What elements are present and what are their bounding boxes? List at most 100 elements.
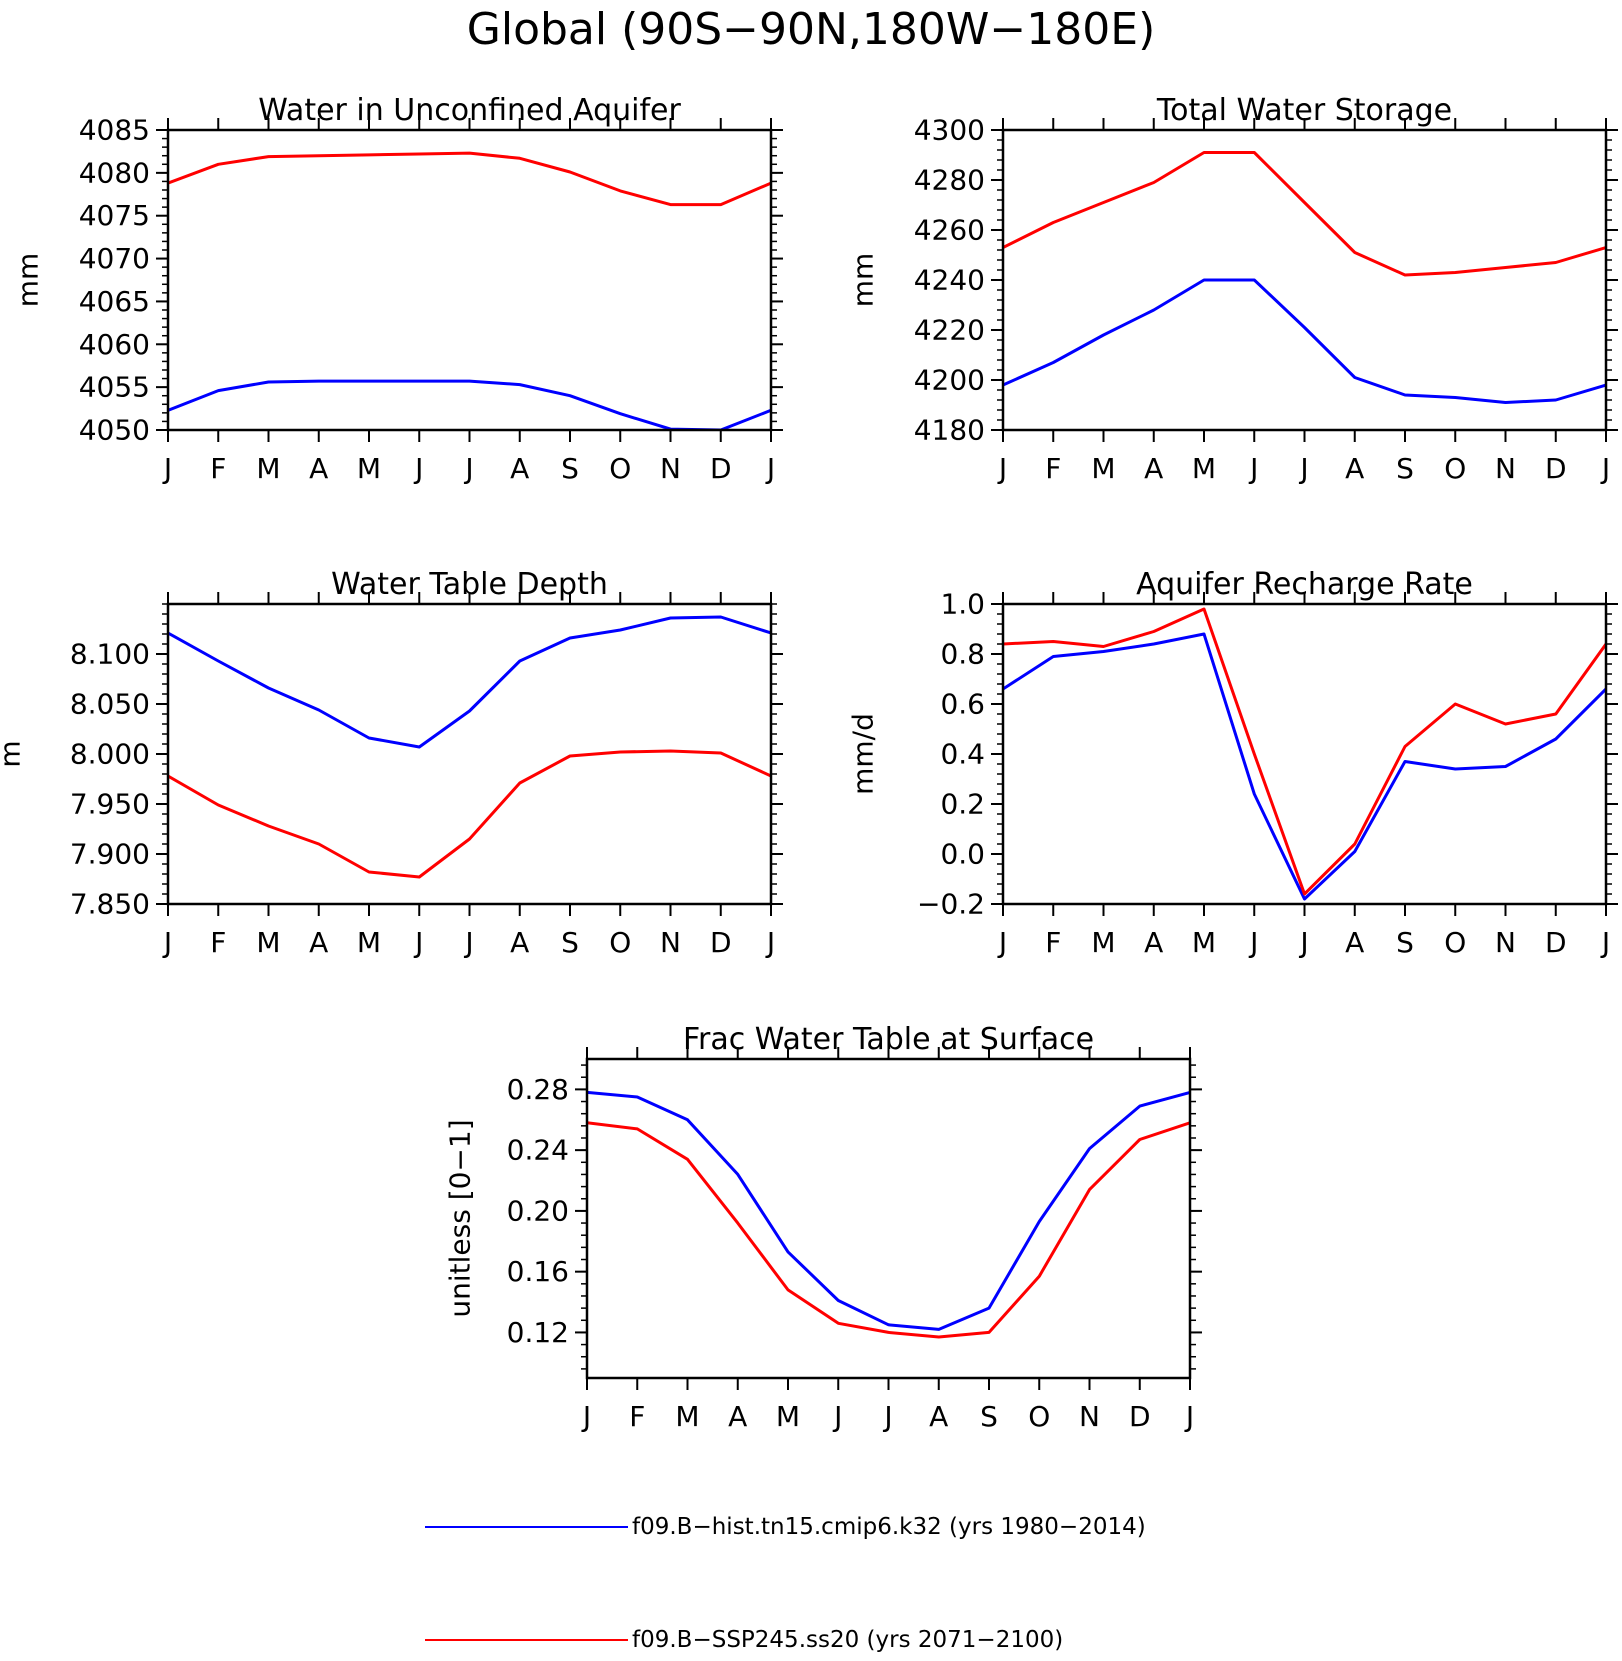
legend-label-hist: f09.B−hist.tn15.cmip6.k32 (yrs 1980−2014… [632,1514,1146,1540]
y-tick-label: 0.24 [507,1134,569,1167]
x-tick-label: O [1028,1400,1050,1433]
x-tick-label: J [1248,452,1258,485]
series-line-ssp [1003,607,1606,896]
x-tick-label: A [1144,926,1163,959]
y-tick-label: 4200 [914,364,985,397]
x-tick-label: A [929,1400,948,1433]
x-tick-label: A [510,452,529,485]
x-tick-label: J [997,452,1007,485]
plot-frame [166,602,773,906]
x-tick-label: D [1129,1400,1151,1433]
x-tick-label: S [1396,452,1414,485]
x-tick-label: J [1298,452,1308,485]
x-tick-label: N [1079,1400,1100,1433]
y-tick-label: −0.2 [917,888,985,921]
y-tick-label: 4260 [914,214,985,247]
y-tick-label: 7.850 [70,888,150,921]
y-tick-label: 0.4 [940,738,985,771]
y-tick-label: 4075 [79,199,150,232]
series-line-ssp [168,151,771,207]
y-tick-label: 7.950 [70,788,150,821]
x-tick-label: S [980,1400,998,1433]
y-tick-label: 4080 [79,156,150,189]
y-axis-label: mm [12,253,45,308]
x-tick-label: M [1192,452,1216,485]
x-tick-label: J [765,926,775,959]
x-tick-label: D [1545,926,1567,959]
x-tick-label: A [1345,452,1364,485]
series-line-ssp [168,749,771,879]
y-axis-label: m [0,740,27,767]
y-tick-label: 4050 [79,414,150,447]
series-line-hist [1003,278,1606,404]
x-tick-label: A [510,926,529,959]
y-tick-label: 8.000 [70,738,150,771]
x-tick-label: D [1545,452,1567,485]
series-line-hist [168,379,771,430]
y-tick-label: 4280 [914,164,985,197]
x-tick-label: J [832,1400,842,1433]
x-tick-label: J [162,926,172,959]
y-tick-label: 4240 [914,264,985,297]
x-tick-label: M [776,1400,800,1433]
x-tick-label: M [256,452,280,485]
figure-title: Global (90S−90N,180W−180E) [467,4,1156,55]
y-axis-label: mm [847,253,880,308]
x-tick-label: M [1192,926,1216,959]
panel-3: Water Table DepthmJFMAMJJASONDJ7.8507.90… [0,567,783,959]
x-tick-label: O [609,452,631,485]
series-line-ssp [1003,151,1606,277]
x-tick-label: A [309,926,328,959]
x-tick-label: A [1144,452,1163,485]
x-tick-label: M [357,926,381,959]
y-tick-label: 0.28 [507,1073,569,1106]
x-tick-label: S [561,452,579,485]
x-tick-label: M [1091,452,1115,485]
series-line-hist [587,1090,1190,1331]
x-tick-label: J [1248,926,1258,959]
plot-frame [1001,602,1608,906]
y-tick-label: 0.2 [940,788,985,821]
x-tick-label: D [710,926,732,959]
y-tick-label: 4180 [914,414,985,447]
x-tick-label: F [210,452,226,485]
y-axis-label: mm/d [847,713,880,795]
x-tick-label: O [1444,926,1466,959]
x-tick-label: J [1184,1400,1194,1433]
x-tick-label: F [210,926,226,959]
x-tick-label: J [1298,926,1308,959]
y-tick-label: 0.6 [940,688,985,721]
series-line-ssp [587,1121,1190,1339]
x-tick-label: F [1045,926,1061,959]
y-tick-label: 7.900 [70,838,150,871]
y-tick-label: 0.8 [940,638,985,671]
y-tick-label: 4065 [79,285,150,318]
y-tick-label: 8.100 [70,638,150,671]
x-tick-label: J [581,1400,591,1433]
legend: f09.B−hist.tn15.cmip6.k32 (yrs 1980−2014… [425,1514,1146,1653]
x-tick-label: J [882,1400,892,1433]
x-tick-label: J [1600,926,1610,959]
x-tick-label: N [1495,452,1516,485]
y-tick-label: 1.0 [940,588,985,621]
x-tick-label: J [765,452,775,485]
y-axis-label: unitless [0−1] [444,1119,477,1317]
y-tick-label: 0.0 [940,838,985,871]
x-tick-label: N [1495,926,1516,959]
x-tick-label: J [1600,452,1610,485]
plot-frame [166,128,773,432]
y-tick-label: 8.050 [70,688,150,721]
y-tick-label: 0.16 [507,1255,569,1288]
series-line-hist [1003,632,1606,901]
x-tick-label: J [162,452,172,485]
y-tick-label: 4070 [79,242,150,275]
plot-frame [1001,128,1608,432]
x-tick-label: A [1345,926,1364,959]
y-tick-label: 0.20 [507,1194,569,1227]
y-tick-label: 4085 [79,114,150,147]
x-tick-label: N [660,452,681,485]
x-tick-label: J [463,926,473,959]
x-tick-label: M [1091,926,1115,959]
